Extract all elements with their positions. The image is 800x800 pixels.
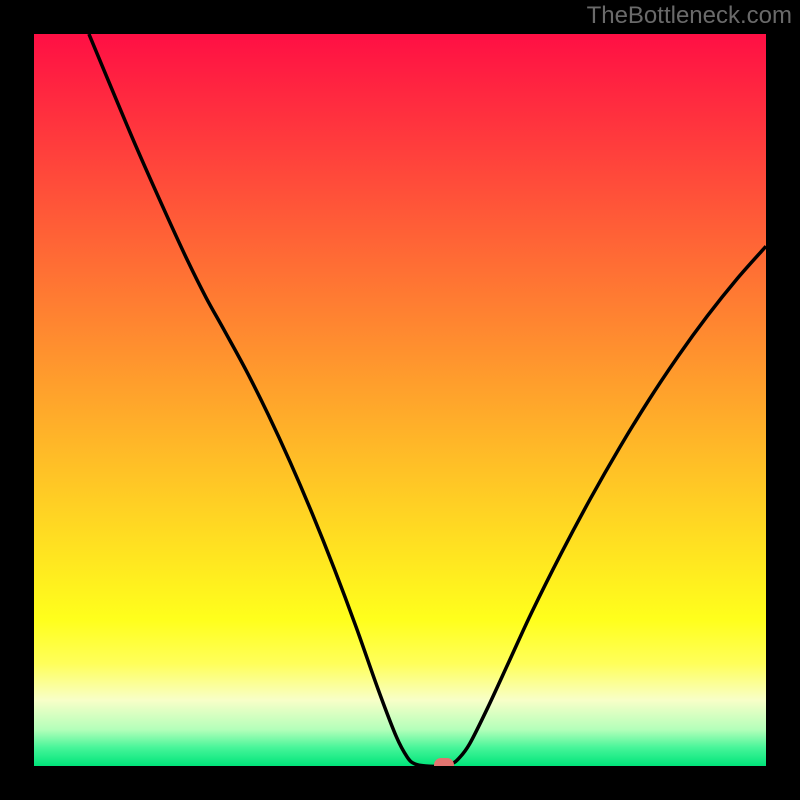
plot-area <box>34 34 766 766</box>
watermark-text: TheBottleneck.com <box>587 2 792 30</box>
bottleneck-curve <box>34 34 766 766</box>
optimum-marker <box>434 758 454 766</box>
